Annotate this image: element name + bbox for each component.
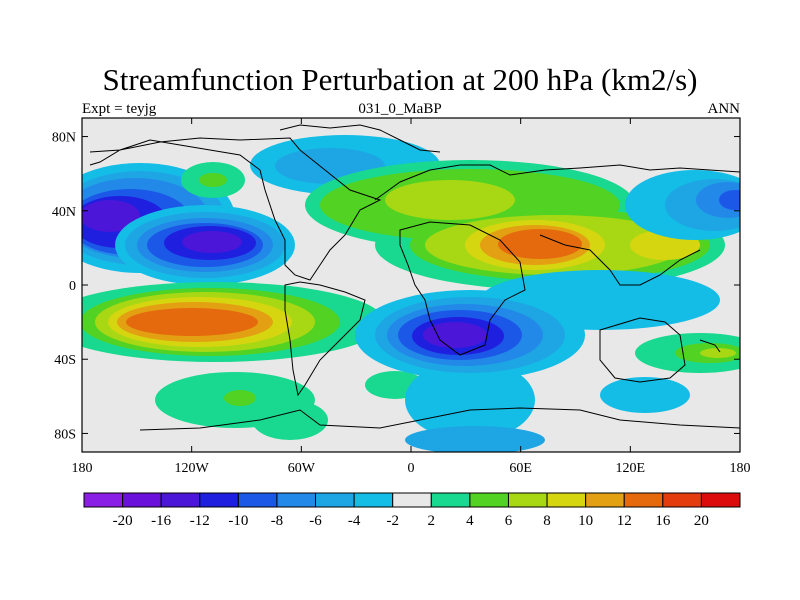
lat-tick-label: 0 <box>69 279 76 294</box>
colorbar-label: 6 <box>505 513 513 529</box>
lat-tick-label: 40S <box>54 353 76 368</box>
lon-tick-label: 120W <box>175 461 210 476</box>
colorbar-label: 2 <box>428 513 436 529</box>
map-title: Streamfunction Perturbation at 200 hPa (… <box>102 62 698 97</box>
field-region <box>305 160 725 290</box>
lon-tick-label: 60E <box>509 461 532 476</box>
colorbar-label: -12 <box>190 513 210 529</box>
colorbar-label: -10 <box>228 513 248 529</box>
lat-tick-label: 40N <box>52 205 76 220</box>
colorbar-label: -4 <box>348 513 361 529</box>
colorbar-swatch <box>83 492 124 508</box>
lat-tick-label: 80N <box>52 131 76 146</box>
field-region <box>625 170 740 240</box>
colorbar-swatch <box>585 492 625 508</box>
field-region <box>82 282 385 362</box>
colorbar-swatch <box>160 492 201 508</box>
colorbar-swatch <box>122 492 162 508</box>
colorbar-label: 16 <box>655 513 671 529</box>
experiment-label: Expt = teyjg <box>82 101 157 117</box>
colorbar: -20 -16 -12 -10 -8 -6 -4 -2 2 4 6 8 10 12 16 20 <box>83 492 741 529</box>
lon-tick-label: 180 <box>72 461 93 476</box>
case-label: 031_0_MaBP <box>358 101 442 117</box>
colorbar-swatch <box>430 492 471 508</box>
lat-tick-label: 80S <box>54 427 76 442</box>
field-region <box>635 333 740 373</box>
colorbar-label: -6 <box>309 513 322 529</box>
colorbar-swatch <box>662 492 702 508</box>
colorbar-swatch <box>199 492 239 508</box>
colorbar-swatch <box>469 492 509 508</box>
colorbar-swatch <box>353 492 394 508</box>
colorbar-swatch <box>392 492 432 508</box>
colorbar-label: -8 <box>271 513 284 529</box>
colorbar-label: 8 <box>543 513 551 529</box>
field-region <box>181 162 245 198</box>
field-region <box>405 426 545 452</box>
colorbar-swatch <box>276 492 317 508</box>
lon-tick-label: 180 <box>730 461 751 476</box>
lon-tick-label: 60W <box>288 461 316 476</box>
season-label: ANN <box>707 101 741 117</box>
colorbar-label: 10 <box>578 513 593 529</box>
longitude-axis: 180 120W 60W 0 60E 120E 180 <box>72 118 751 476</box>
coastlines <box>89 124 740 431</box>
colorbar-label: -20 <box>113 513 133 529</box>
colorbar-label: -16 <box>151 513 171 529</box>
colorbar-label: 4 <box>466 513 474 529</box>
colorbar-label: 20 <box>694 513 709 529</box>
colorbar-label: -2 <box>386 513 399 529</box>
colorbar-swatch <box>623 492 664 508</box>
colorbar-swatch <box>546 492 587 508</box>
latitude-axis: 80N 40N 0 40S 80S <box>52 131 740 442</box>
lon-tick-label: 120E <box>616 461 646 476</box>
colorbar-swatch <box>507 492 548 508</box>
field-region <box>600 377 690 413</box>
field-region <box>155 372 328 440</box>
lon-tick-label: 0 <box>408 461 415 476</box>
colorbar-label: 12 <box>617 513 632 529</box>
contour-field <box>82 135 740 452</box>
colorbar-swatch <box>315 492 355 508</box>
colorbar-swatch <box>237 492 278 508</box>
field-region <box>115 205 295 285</box>
field-region <box>355 270 720 440</box>
colorbar-swatch <box>700 492 741 508</box>
